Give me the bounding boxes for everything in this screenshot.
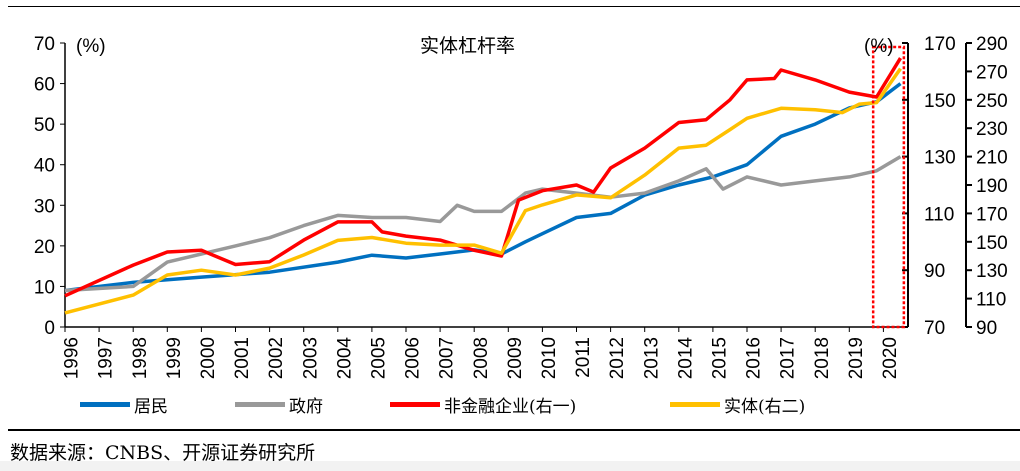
footer-bar — [0, 461, 1020, 471]
x-tick-label: 2013 — [641, 337, 662, 379]
top-rule — [8, 6, 1020, 7]
x-tick-label: 1998 — [130, 337, 151, 379]
right-unit: (%) — [864, 36, 894, 57]
legend-label: 非金融企业(右一) — [444, 397, 577, 417]
right2-tick-label: 110 — [976, 290, 1006, 311]
x-tick-label: 2008 — [471, 337, 492, 379]
x-tick-label: 2014 — [675, 337, 696, 380]
x-tick-label: 2001 — [232, 337, 253, 379]
left-tick-label: 40 — [34, 156, 55, 177]
right2-tick-label: 130 — [976, 261, 1008, 282]
legend-item-household: 居民 — [80, 392, 168, 417]
right1-tick-label: 170 — [924, 34, 956, 55]
x-tick-label: 2004 — [334, 337, 355, 380]
right2-tick-label: 170 — [976, 204, 1008, 225]
right2-tick-label: 150 — [976, 233, 1008, 254]
x-tick-label: 2018 — [812, 337, 833, 379]
x-tick-label: 2010 — [539, 337, 560, 379]
x-tick-label: 1997 — [96, 337, 117, 379]
legend-label: 居民 — [134, 397, 168, 417]
x-tick-label: 2020 — [880, 337, 901, 379]
series-line — [64, 155, 902, 293]
x-tick-label: 2019 — [846, 337, 867, 379]
x-tick-label: 2003 — [300, 337, 321, 379]
right2-tick-label: 290 — [976, 34, 1008, 55]
left-tick-label: 20 — [34, 237, 55, 258]
legend-swatch — [235, 402, 285, 407]
legend-item-corporate: 非金融企业(右一) — [390, 392, 576, 417]
x-tick-label: 2006 — [403, 337, 424, 379]
left-tick-label: 60 — [34, 75, 55, 96]
x-tick-label: 1996 — [62, 337, 83, 379]
x-tick-label: 1999 — [164, 337, 185, 379]
right2-tick-label: 210 — [976, 148, 1008, 169]
x-tick-label: 2012 — [607, 337, 628, 379]
left-tick-label: 70 — [34, 34, 55, 55]
x-tick-label: 2000 — [198, 337, 219, 379]
right2-tick-label: 250 — [976, 91, 1008, 112]
x-tick-label: 2005 — [369, 337, 390, 379]
left-tick-label: 50 — [34, 115, 55, 136]
right2-tick-label: 270 — [976, 62, 1008, 83]
right2-tick-label: 190 — [976, 176, 1008, 197]
right1-tick-label: 70 — [924, 318, 945, 339]
source-note: 数据来源：CNBS、开源证券研究所 — [10, 442, 316, 464]
x-tick-label: 2011 — [573, 337, 594, 378]
x-tick-label: 2009 — [505, 337, 526, 379]
legend-label: 实体(右二) — [724, 397, 806, 417]
series-line — [64, 57, 902, 298]
legend-item-real-economy: 实体(右二) — [670, 392, 805, 417]
left-tick-label: 30 — [34, 196, 55, 217]
legend-swatch — [670, 402, 720, 407]
chart-title: 实体杠杆率 — [420, 35, 515, 57]
divider — [8, 429, 1020, 431]
x-tick-label: 2007 — [437, 337, 458, 379]
right2-tick-label: 230 — [976, 119, 1008, 140]
x-tick-label: 2015 — [710, 337, 731, 379]
right1-tick-label: 130 — [924, 148, 956, 169]
legend-label: 政府 — [289, 397, 323, 417]
series-line — [64, 82, 902, 293]
legend-swatch — [80, 402, 130, 407]
legend-item-government: 政府 — [235, 392, 323, 417]
right2-tick-label: 90 — [976, 318, 997, 339]
legend: 居民 政府 非金融企业(右一) 实体(右二) — [80, 392, 980, 418]
highlight-box — [871, 45, 906, 329]
leverage-chart: 0 10 20 30 40 50 60 70 70 90 110 130 150 170 90 110 130 1… — [34, 34, 1008, 380]
x-tick-label: 2017 — [778, 337, 799, 379]
right1-tick-label: 150 — [924, 91, 956, 112]
x-tick-label: 2002 — [266, 337, 287, 379]
legend-swatch — [390, 402, 440, 407]
left-unit: (%) — [76, 36, 106, 57]
series-line — [64, 67, 902, 315]
left-tick-label: 0 — [44, 318, 55, 339]
x-tick-label: 2016 — [744, 337, 765, 379]
right1-tick-label: 110 — [924, 204, 954, 225]
left-tick-label: 10 — [34, 277, 55, 298]
right1-tick-label: 90 — [924, 261, 945, 282]
